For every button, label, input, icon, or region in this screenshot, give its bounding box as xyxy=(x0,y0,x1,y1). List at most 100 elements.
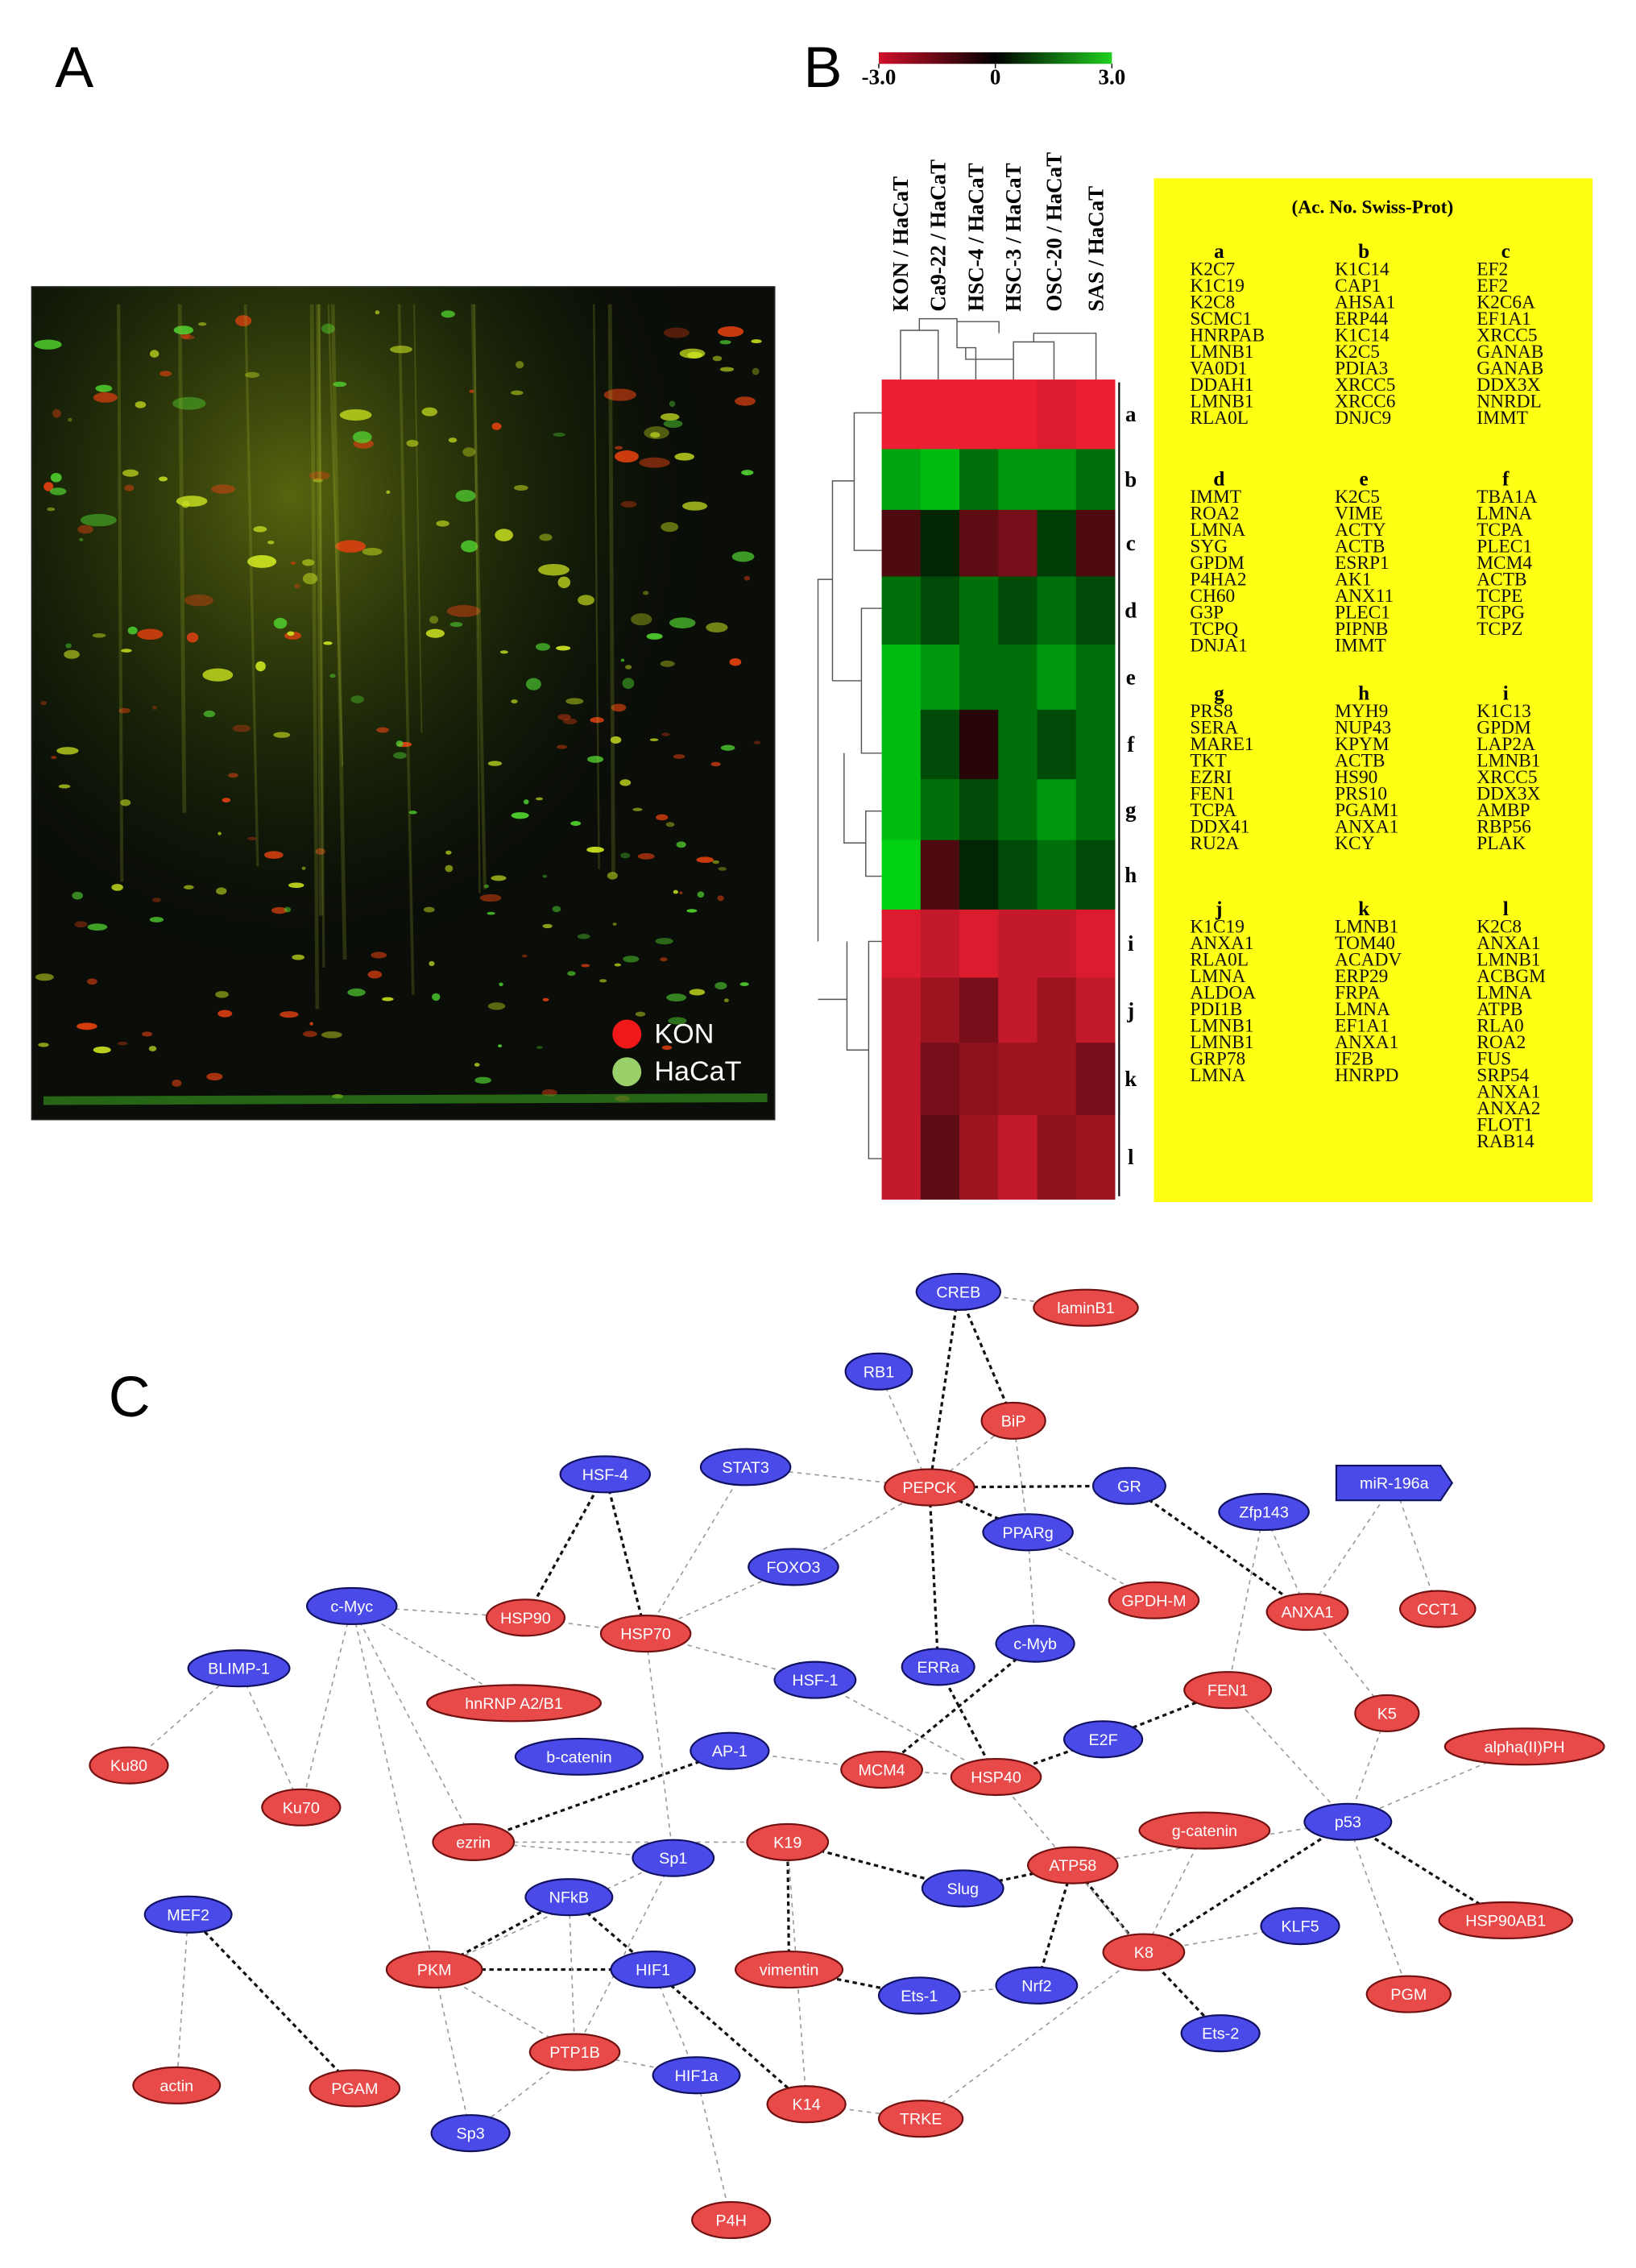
node-shape xyxy=(734,1951,844,1989)
gel-spot xyxy=(127,626,138,635)
gel-spot xyxy=(386,490,391,494)
protein-id: ANX11 xyxy=(1335,586,1394,607)
gel-spot xyxy=(290,561,296,565)
node-shape xyxy=(844,1352,913,1391)
node-shape xyxy=(995,1624,1075,1663)
cluster-label: c xyxy=(1126,531,1136,555)
edge-strong xyxy=(787,1840,963,1890)
protein-id: ACTY xyxy=(1335,520,1386,541)
protein-id: GPDM xyxy=(1477,717,1531,738)
node-label: PEPCK xyxy=(902,1479,956,1497)
gel-spot xyxy=(390,345,412,354)
gel-spot xyxy=(622,678,635,689)
gel-spot xyxy=(333,381,347,388)
gel-spot xyxy=(499,650,508,654)
protein-id: ALDOA xyxy=(1190,983,1256,1004)
protein-id: K1C13 xyxy=(1477,701,1531,722)
node-label: c-Myb xyxy=(1013,1636,1057,1653)
gel-spot xyxy=(335,540,367,553)
protein-id: K1C19 xyxy=(1190,917,1245,938)
protein-id: ESRP1 xyxy=(1335,553,1390,574)
gel-spot xyxy=(120,799,131,806)
gel-spot xyxy=(635,1011,646,1017)
group-label: h xyxy=(1358,682,1369,704)
gel-spot xyxy=(679,348,706,359)
edge xyxy=(878,1370,930,1488)
node-shape xyxy=(309,2069,401,2108)
heatmap-cell xyxy=(881,576,922,645)
heatmap-cell xyxy=(959,779,999,841)
protein-id: GANAB xyxy=(1477,359,1543,379)
gel-streak xyxy=(470,304,487,889)
gel-spot xyxy=(619,779,632,786)
gel-spot xyxy=(513,485,528,491)
cluster-label: i xyxy=(1128,931,1134,956)
gel-spot xyxy=(743,575,751,581)
gel-spot xyxy=(649,738,659,742)
gel-image xyxy=(31,286,776,1121)
heatmap-cell xyxy=(920,644,960,711)
gel-spot xyxy=(313,478,323,483)
heatmap-cell xyxy=(920,909,960,978)
edge xyxy=(300,1606,353,1808)
heatmap-cell xyxy=(920,840,960,910)
node-shape xyxy=(921,1869,1004,1908)
node-label: FEN1 xyxy=(1207,1682,1249,1700)
gel-spot xyxy=(267,540,275,545)
gel-spot xyxy=(612,923,617,926)
gel-spot xyxy=(586,846,604,853)
edge-strong xyxy=(928,1292,960,1488)
protein-id: LMNA xyxy=(1190,1065,1245,1086)
edge xyxy=(176,1914,189,2086)
gel-spot xyxy=(719,340,731,345)
protein-id: IMMT xyxy=(1477,408,1528,429)
heatmap-cell xyxy=(959,644,999,711)
node-label: PKM xyxy=(417,1962,452,1980)
protein-id: RBP56 xyxy=(1477,816,1531,837)
gel-spot xyxy=(689,989,706,996)
protein-id: LMNB1 xyxy=(1190,342,1253,363)
protein-id: ANXA1 xyxy=(1477,1082,1540,1103)
gel-spot xyxy=(172,396,206,410)
node-shape xyxy=(305,1586,398,1625)
heatmap-cell xyxy=(1037,509,1077,578)
heatmap-cell xyxy=(1075,779,1116,841)
protein-id: NNRDL xyxy=(1477,392,1541,413)
protein-id: RLA0L xyxy=(1190,408,1249,429)
protein-id: PLAK xyxy=(1477,833,1526,854)
dendrogram-top xyxy=(900,317,1097,380)
node-label: Ku70 xyxy=(283,1799,320,1817)
gel-spot xyxy=(321,323,335,334)
heatmap-cell xyxy=(1037,644,1077,711)
gel-spot xyxy=(614,963,622,967)
node-shape xyxy=(1335,1465,1454,1502)
edge-strong xyxy=(957,1291,1015,1422)
protein-id: ROA2 xyxy=(1190,503,1239,524)
column-label: KON / HaCaT xyxy=(888,176,913,312)
gel-spot xyxy=(247,555,277,568)
node-label: E2F xyxy=(1088,1731,1117,1749)
node-shape xyxy=(1027,1846,1119,1884)
node-label: GPDH-M xyxy=(1121,1592,1186,1610)
protein-id: ERP44 xyxy=(1335,309,1389,330)
legend-swatch xyxy=(612,1019,642,1049)
edge xyxy=(644,1466,747,1635)
gel-spot xyxy=(631,613,652,626)
protein-id: K2C6A xyxy=(1477,292,1535,313)
heatmap-cell xyxy=(998,1115,1038,1200)
gel-spot xyxy=(202,668,234,682)
protein-id: IF2B xyxy=(1335,1049,1373,1070)
node-label: K5 xyxy=(1377,1705,1397,1723)
heatmap-cell xyxy=(1037,379,1077,450)
gel-spot xyxy=(159,371,172,377)
gel-spot xyxy=(487,1002,506,1010)
gel-spot xyxy=(712,860,719,864)
gel-spot xyxy=(578,595,594,606)
node-label: alpha(II)PH xyxy=(1485,1739,1565,1756)
gel-spot xyxy=(474,1076,491,1084)
gel-spot xyxy=(421,407,438,417)
gel-spot xyxy=(65,643,72,649)
node-label: STAT3 xyxy=(722,1459,769,1477)
protein-id: EF2 xyxy=(1477,276,1508,296)
